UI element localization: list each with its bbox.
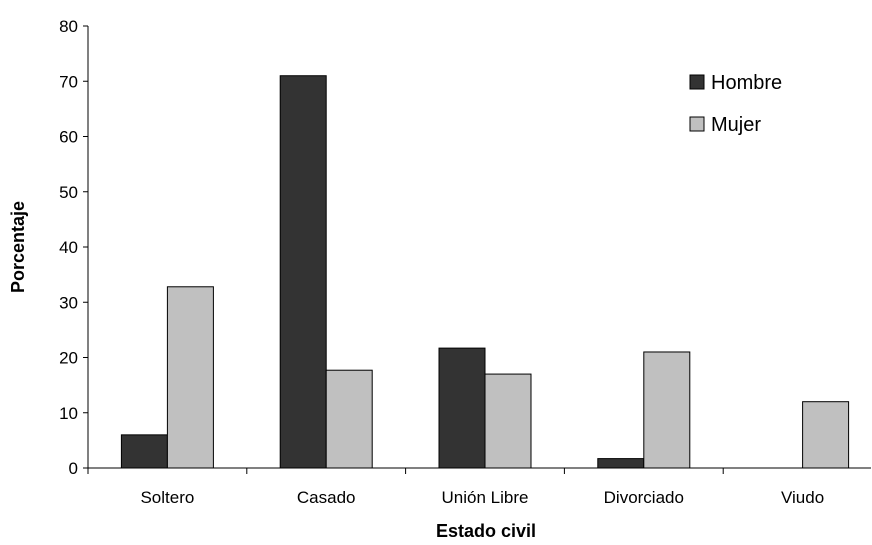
y-tick-label: 50 bbox=[59, 183, 78, 202]
y-tick-label: 20 bbox=[59, 349, 78, 368]
legend-swatch bbox=[689, 116, 705, 132]
bar-mujer-viudo bbox=[802, 401, 850, 469]
bar-hombre-divorciado bbox=[597, 458, 645, 469]
y-tick-label: 70 bbox=[59, 72, 78, 91]
y-axis-title: Porcentaje bbox=[8, 201, 28, 293]
bar-mujer-unión-libre bbox=[484, 373, 532, 469]
legend: Hombre Mujer bbox=[689, 72, 782, 136]
y-tick-label: 40 bbox=[59, 238, 78, 257]
legend-swatch bbox=[689, 74, 705, 90]
y-tick-label: 10 bbox=[59, 404, 78, 423]
x-tick-label: Divorciado bbox=[604, 488, 684, 507]
y-axis: 0 10 20 30 40 50 60 70 80 bbox=[59, 17, 89, 478]
legend-label: Mujer bbox=[711, 114, 761, 136]
legend-label: Hombre bbox=[711, 72, 782, 94]
y-tick-label: 0 bbox=[69, 459, 78, 478]
x-tick-label: Soltero bbox=[140, 488, 194, 507]
x-axis-title: Estado civil bbox=[436, 521, 536, 541]
x-tick-label: Casado bbox=[297, 488, 356, 507]
x-axis: Soltero Casado Unión Libre Divorciado Viudo bbox=[87, 467, 871, 507]
bar-mujer-divorciado bbox=[643, 351, 691, 469]
bars bbox=[120, 75, 850, 469]
y-tick-label: 30 bbox=[59, 293, 78, 312]
bar-hombre-soltero bbox=[120, 434, 168, 469]
bar-hombre-unión-libre bbox=[438, 347, 486, 469]
bar-hombre-casado bbox=[279, 75, 327, 469]
bar-mujer-soltero bbox=[166, 286, 214, 469]
x-tick-label: Viudo bbox=[781, 488, 824, 507]
x-tick-label: Unión Libre bbox=[442, 488, 529, 507]
bar-mujer-casado bbox=[325, 369, 373, 469]
y-tick-label: 60 bbox=[59, 128, 78, 147]
y-tick-label: 80 bbox=[59, 17, 78, 36]
